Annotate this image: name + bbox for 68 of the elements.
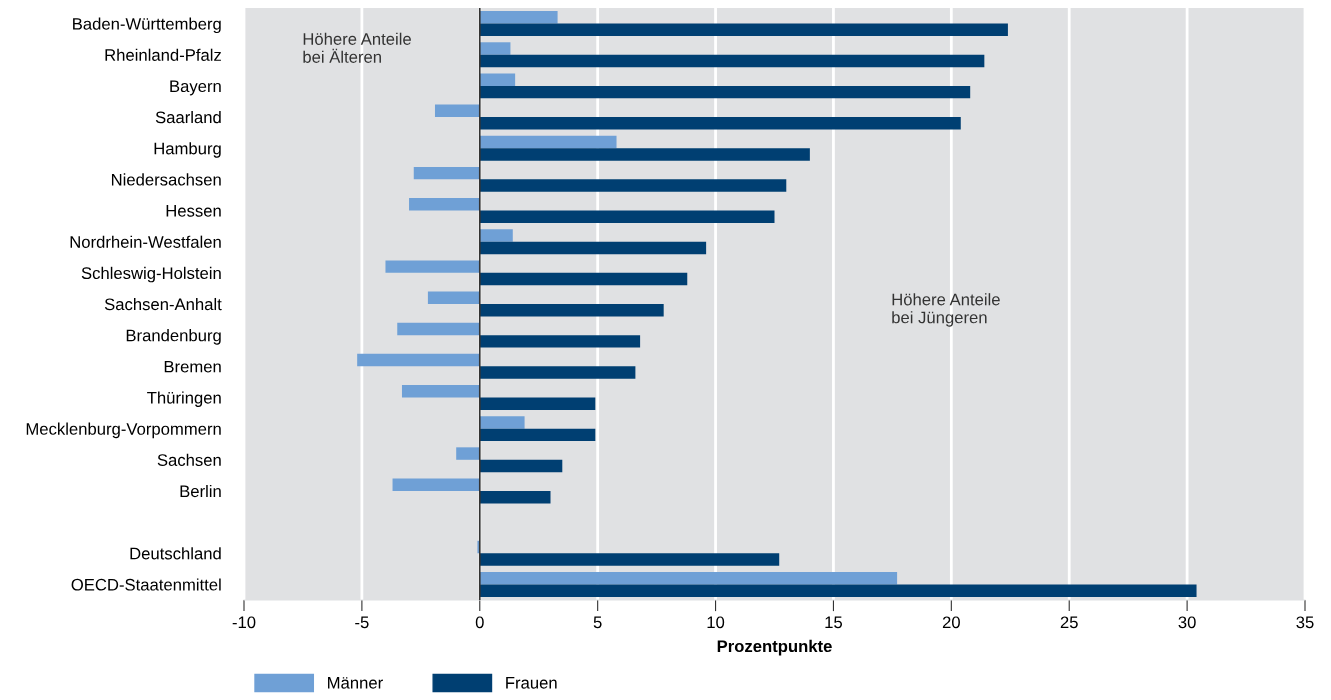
y-tick-label: OECD-Staatenmittel xyxy=(71,578,221,591)
bar xyxy=(479,42,511,55)
bar xyxy=(479,428,596,442)
y-tick-label: Sachsen xyxy=(157,453,221,466)
x-tick-label: -10 xyxy=(232,616,256,629)
legend-label: Männer xyxy=(328,677,383,689)
bar xyxy=(479,23,1008,37)
y-tick-label: Thüringen xyxy=(147,391,221,407)
bar xyxy=(392,478,480,491)
y-tick-label: Sachsen-Anhalt xyxy=(104,297,222,311)
annotation: Höhere Anteile bei Älteren xyxy=(303,32,411,63)
y-tick-label: Brandenburg xyxy=(126,329,221,345)
bar xyxy=(479,85,971,99)
x-tick-label: 0 xyxy=(475,616,484,629)
bar xyxy=(397,322,480,336)
bar xyxy=(479,459,563,473)
y-tick-label: Hessen xyxy=(166,205,221,217)
bar xyxy=(385,260,480,273)
bar xyxy=(479,241,707,255)
y-tick-label: Nordrhein-Westfalen xyxy=(70,235,221,248)
x-tick-label: 15 xyxy=(825,616,843,629)
y-tick-label: Schleswig-Holstein xyxy=(81,266,221,283)
bar xyxy=(479,117,961,130)
x-tick-label: 5 xyxy=(593,616,602,629)
x-tick-label: 10 xyxy=(707,616,725,629)
bar xyxy=(409,198,480,211)
bar xyxy=(479,148,810,161)
x-tick-label: 20 xyxy=(942,616,960,629)
bar xyxy=(479,304,664,317)
y-tick-label: Berlin xyxy=(180,484,221,498)
x-tick-label: -5 xyxy=(355,616,369,629)
bar xyxy=(479,490,551,504)
bar xyxy=(479,335,641,348)
bar xyxy=(479,135,617,149)
bar xyxy=(479,54,985,68)
x-tick-label: 25 xyxy=(1060,616,1078,629)
bar xyxy=(479,584,1197,597)
bar xyxy=(479,11,558,24)
bar xyxy=(357,353,480,367)
legend-label: Frauen xyxy=(506,677,557,689)
bar xyxy=(479,210,775,223)
bar xyxy=(434,104,480,118)
y-tick-label: Mecklenburg-Vorpommern xyxy=(26,422,221,439)
x-axis-title: Prozentpunkte xyxy=(717,639,832,656)
x-tick-label: 30 xyxy=(1178,616,1196,629)
y-tick-label: Niedersachsen xyxy=(111,173,221,186)
bar xyxy=(413,166,480,180)
x-tick-label: 35 xyxy=(1296,616,1314,629)
bar xyxy=(479,229,513,242)
bar xyxy=(479,553,780,566)
annotation: Höhere Anteile bei Jüngeren xyxy=(892,293,1000,327)
bar xyxy=(401,385,480,398)
bar xyxy=(479,272,688,286)
y-tick-label: Rheinland-Pfalz xyxy=(105,48,221,61)
y-tick-label: Saarland xyxy=(155,111,221,124)
y-tick-label: Deutschland xyxy=(130,547,221,560)
y-tick-label: Hamburg xyxy=(154,142,221,158)
y-tick-label: Bayern xyxy=(170,80,221,96)
bar xyxy=(479,416,525,429)
bar xyxy=(479,179,787,192)
bar xyxy=(479,366,636,379)
bar xyxy=(427,291,480,304)
y-tick-label: Bremen xyxy=(164,360,221,373)
bar xyxy=(479,73,516,86)
bar xyxy=(456,447,480,460)
bar xyxy=(479,397,596,410)
y-tick-label: Baden-Württemberg xyxy=(73,17,221,34)
bar xyxy=(479,571,898,585)
